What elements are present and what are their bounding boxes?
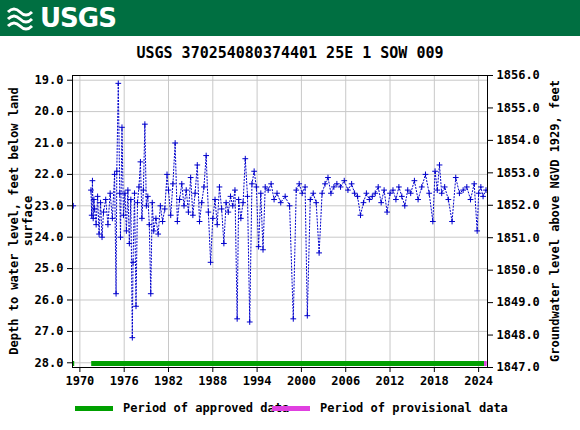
svg-text:1849.0: 1849.0 bbox=[497, 295, 540, 309]
svg-text:21.0: 21.0 bbox=[35, 136, 64, 150]
svg-text:2018: 2018 bbox=[420, 374, 449, 388]
html-text:surface: surface bbox=[21, 195, 35, 247]
svg-text:20.0: 20.0 bbox=[35, 104, 64, 118]
svg-text:1852.0: 1852.0 bbox=[497, 198, 540, 212]
svg-text:1853.0: 1853.0 bbox=[497, 166, 540, 180]
svg-text:1850.0: 1850.0 bbox=[497, 263, 540, 277]
svg-text:1854.0: 1854.0 bbox=[497, 133, 540, 147]
svg-text:1982: 1982 bbox=[154, 374, 183, 388]
svg-text:25.0: 25.0 bbox=[35, 261, 64, 275]
html-text:USGS 370254080374401 25E 1 SOW: USGS 370254080374401 25E 1 SOW 009 bbox=[136, 44, 444, 62]
svg-text:1856.0: 1856.0 bbox=[497, 68, 540, 82]
svg-text:1970: 1970 bbox=[65, 374, 94, 388]
svg-text:23.0: 23.0 bbox=[35, 199, 64, 213]
svg-text:1976: 1976 bbox=[110, 374, 139, 388]
html-text:Period of provisional data: Period of provisional data bbox=[320, 401, 508, 415]
svg-text:2024: 2024 bbox=[464, 374, 493, 388]
svg-text:1994: 1994 bbox=[243, 374, 272, 388]
html-text:Groundwater level above NGVD 1: Groundwater level above NGVD 1929, feet bbox=[548, 80, 562, 362]
svg-text:26.0: 26.0 bbox=[35, 293, 64, 307]
svg-text:1855.0: 1855.0 bbox=[497, 101, 540, 115]
svg-text:1847.0: 1847.0 bbox=[497, 360, 540, 374]
svg-text:1988: 1988 bbox=[198, 374, 227, 388]
html-text:USGS: USGS bbox=[40, 3, 116, 33]
svg-text:2012: 2012 bbox=[376, 374, 405, 388]
html-text:Period of approved data: Period of approved data bbox=[123, 401, 290, 415]
svg-text:28.0: 28.0 bbox=[35, 356, 64, 370]
svg-text:2006: 2006 bbox=[331, 374, 360, 388]
svg-text:2000: 2000 bbox=[287, 374, 316, 388]
svg-text:24.0: 24.0 bbox=[35, 230, 64, 244]
svg-text:22.0: 22.0 bbox=[35, 167, 64, 181]
svg-text:27.0: 27.0 bbox=[35, 324, 64, 338]
html-text:Depth to water level, feet bel: Depth to water level, feet below land bbox=[7, 87, 21, 355]
svg-text:19.0: 19.0 bbox=[35, 73, 64, 87]
svg-text:1851.0: 1851.0 bbox=[497, 231, 540, 245]
svg-text:1848.0: 1848.0 bbox=[497, 328, 540, 342]
